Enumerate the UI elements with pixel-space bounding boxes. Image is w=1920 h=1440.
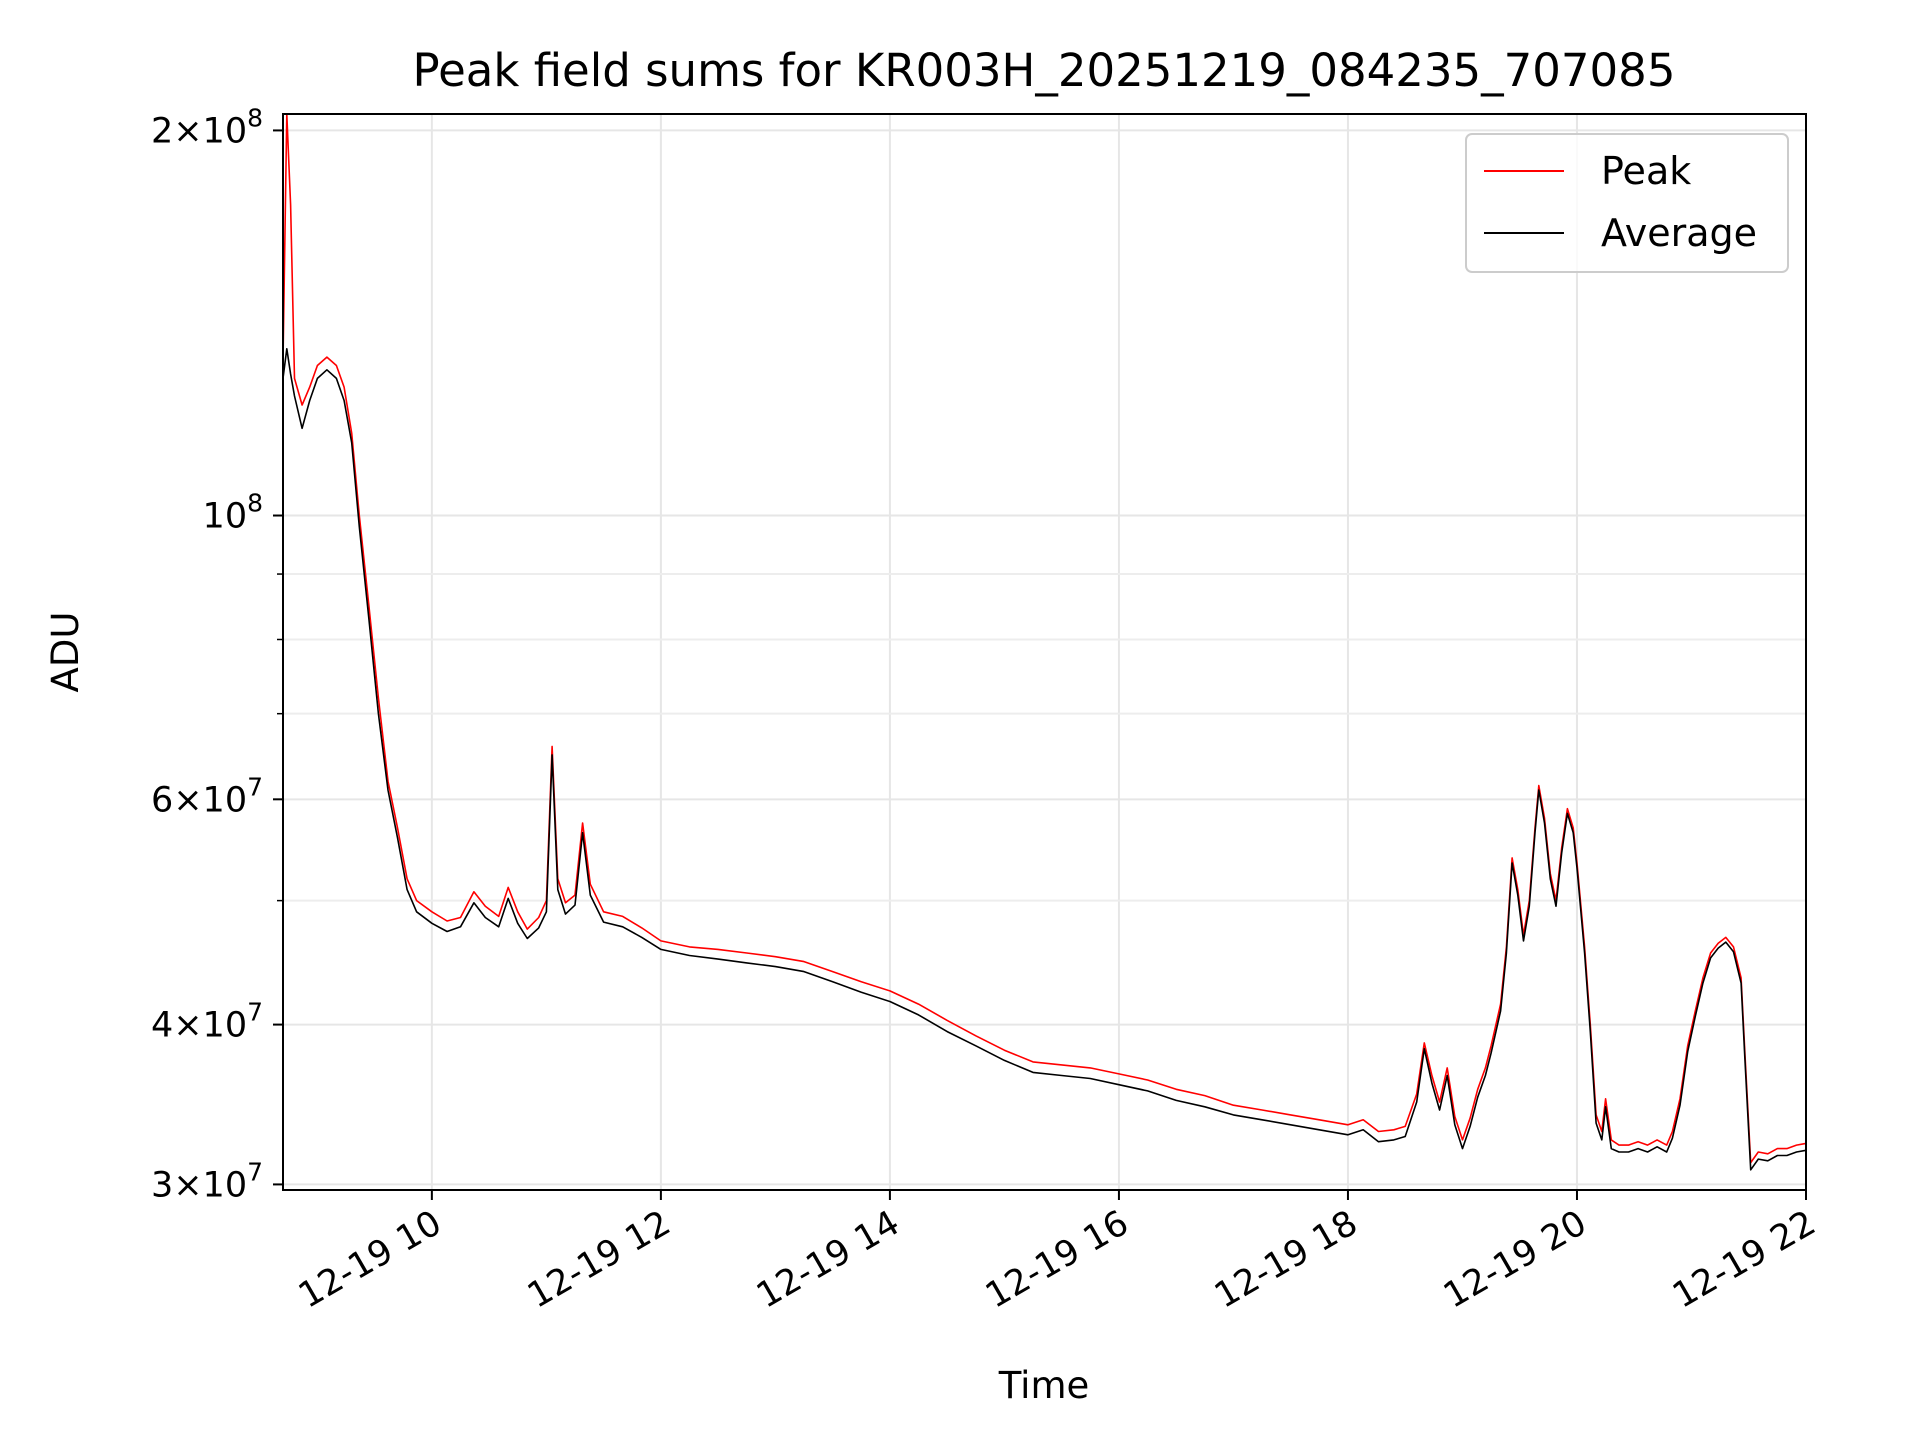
chart-title: Peak field sums for KR003H_20251219_0842… bbox=[413, 44, 1676, 97]
series-line-average bbox=[282, 347, 1807, 1171]
legend-label-average: Average bbox=[1601, 211, 1757, 255]
y-tick-label: 108 bbox=[203, 489, 263, 537]
series-layer bbox=[282, 113, 1807, 1171]
y-tick-label: 3×107 bbox=[151, 1157, 263, 1205]
y-tick-label: 6×107 bbox=[151, 772, 263, 820]
legend-box bbox=[1465, 133, 1789, 273]
grid-lines bbox=[283, 114, 1807, 1190]
legend: Peak Average bbox=[1465, 133, 1789, 273]
y-axis-label: ADU bbox=[44, 612, 87, 693]
series-line-peak bbox=[282, 113, 1807, 1164]
x-axis-label: Time bbox=[998, 1364, 1090, 1407]
y-tick-label: 2×108 bbox=[151, 103, 263, 151]
legend-label-peak: Peak bbox=[1601, 149, 1691, 193]
y-axis: 3×107 4×107 6×107 108 2×108 bbox=[151, 103, 283, 1205]
plot-area-frame bbox=[282, 113, 1807, 1191]
y-tick-label: 4×107 bbox=[151, 998, 263, 1046]
